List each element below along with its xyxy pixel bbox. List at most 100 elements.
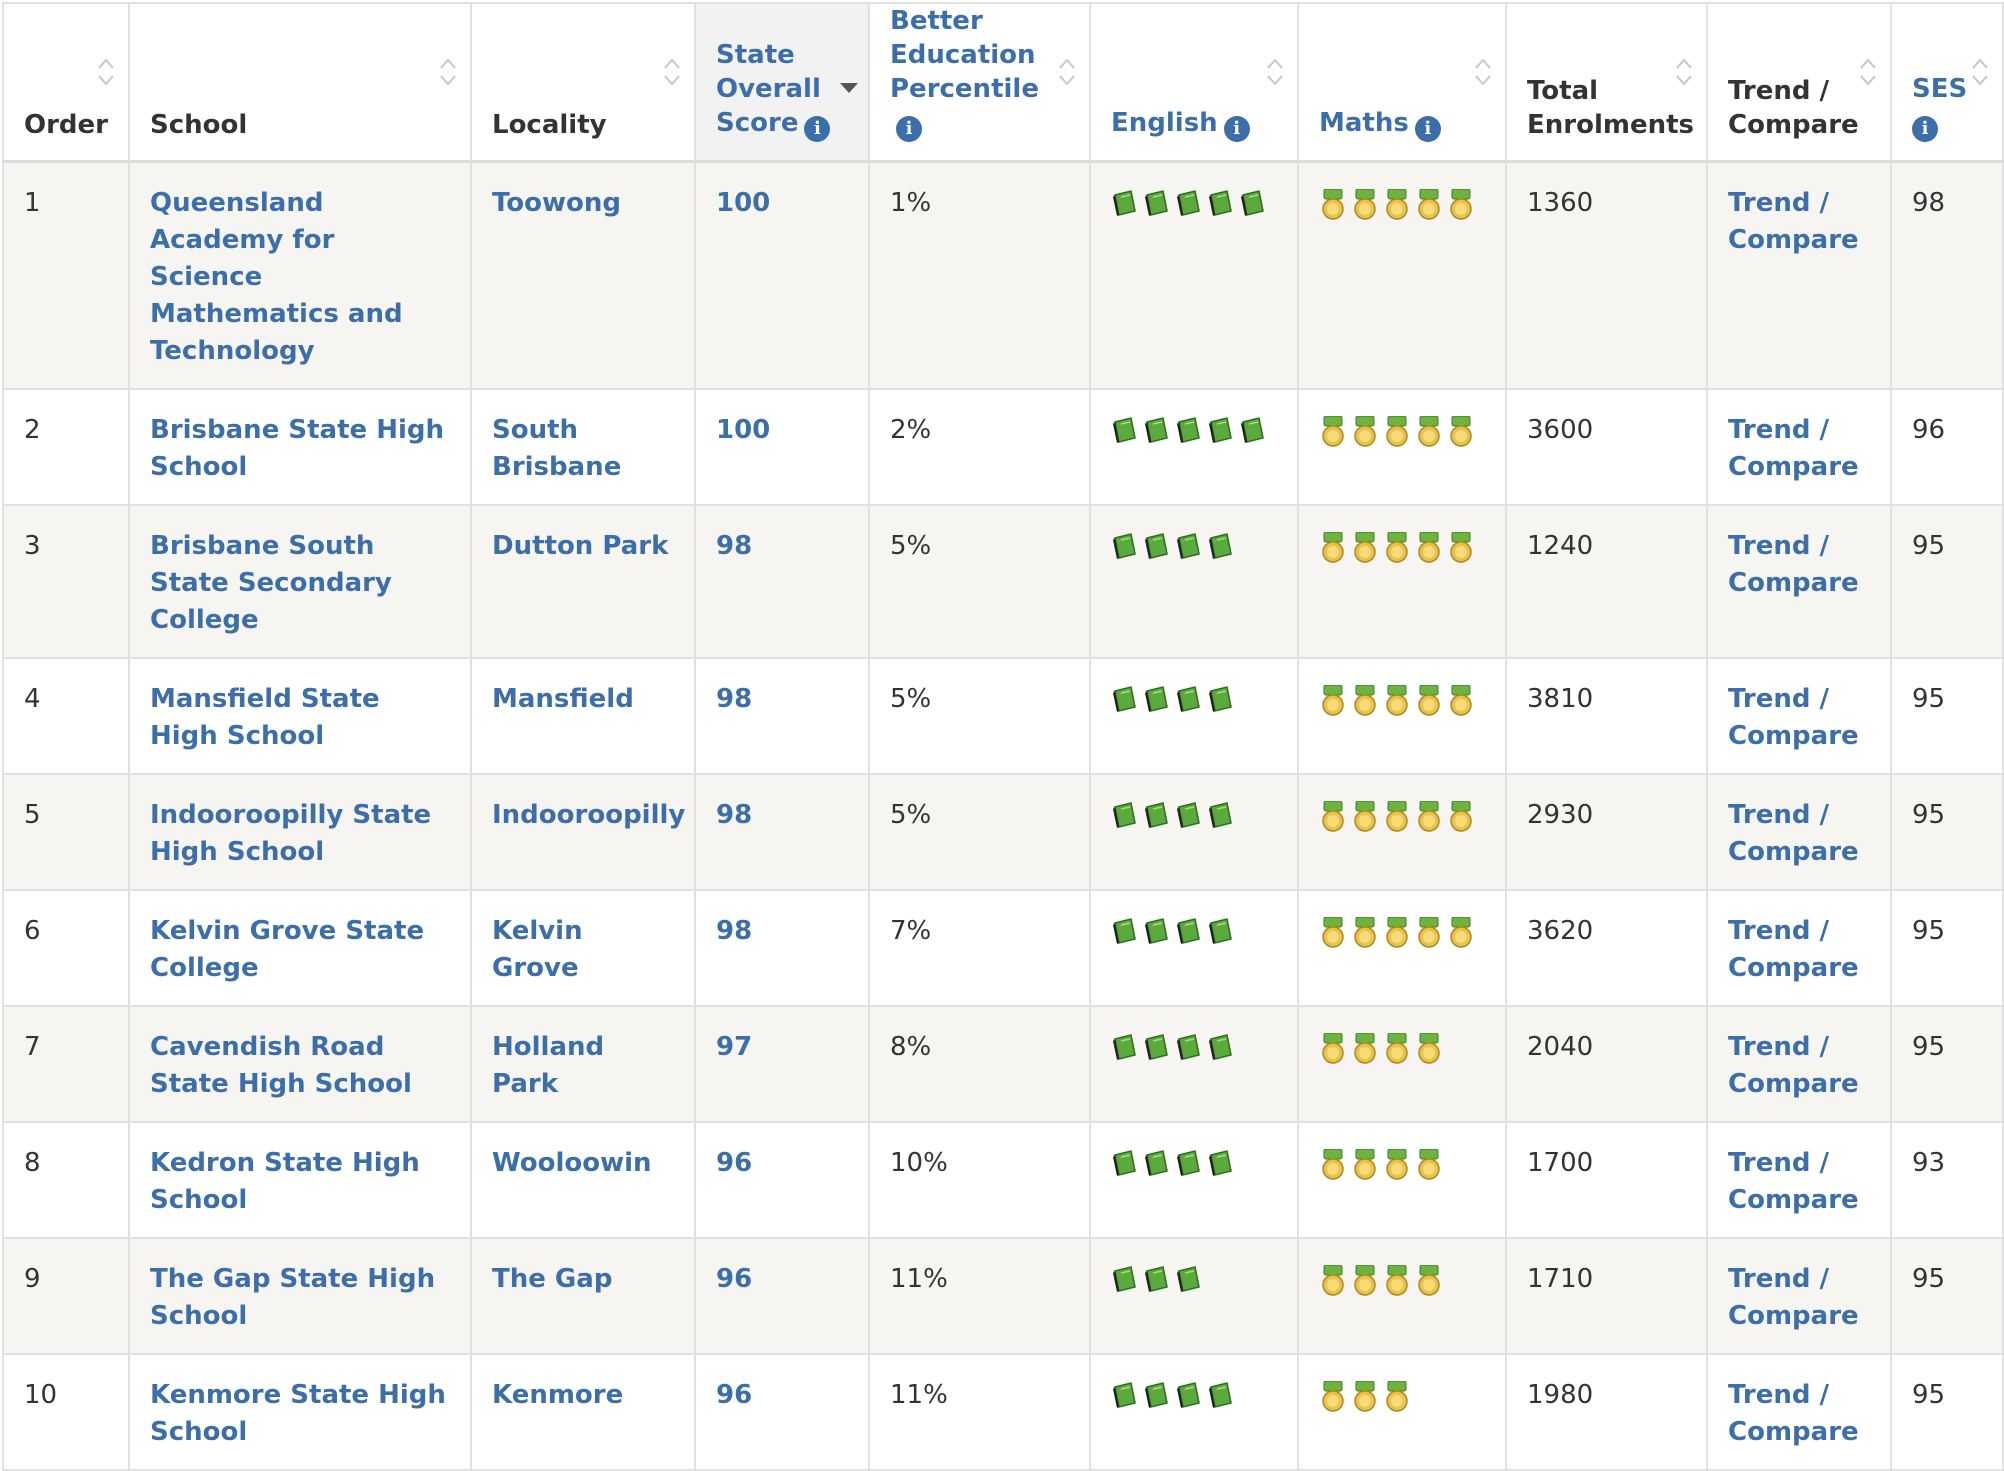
school-link[interactable]: Mansfield State High School [150, 684, 380, 751]
locality-link[interactable]: South Brisbane [492, 415, 622, 482]
english-rating [1111, 1029, 1277, 1061]
school-cell: Kedron State High School [128, 1121, 472, 1239]
school-link[interactable]: Kelvin Grove State College [150, 916, 425, 983]
book-icon [1143, 189, 1171, 217]
locality-link[interactable]: Kenmore [492, 1380, 624, 1410]
trend-compare-link[interactable]: Trend / Compare [1728, 531, 1859, 598]
header-locality-label: Locality [492, 110, 607, 140]
score-value: 98 [716, 800, 753, 830]
enrolments-cell: 2930 [1505, 773, 1708, 891]
book-icon [1175, 189, 1203, 217]
ses-cell: 95 [1890, 504, 2004, 659]
header-english-label: English [1111, 108, 1218, 138]
trend-cell: Trend / Compare [1706, 889, 1892, 1007]
header-school[interactable]: School [128, 2, 472, 163]
info-icon[interactable]: i [1414, 116, 1441, 142]
locality-link[interactable]: Holland Park [492, 1032, 605, 1099]
header-maths[interactable]: Maths i [1297, 2, 1507, 163]
enrolments-cell: 1980 [1505, 1353, 1708, 1471]
medal-icon [1447, 188, 1475, 221]
book-icon [1175, 1381, 1203, 1409]
school-link[interactable]: Kedron State High School [150, 1148, 420, 1215]
locality-cell: Indooroopilly [470, 773, 696, 891]
book-icon [1111, 917, 1139, 945]
medal-icon [1319, 1032, 1347, 1065]
school-link[interactable]: Indooroopilly State High School [150, 800, 432, 867]
header-score[interactable]: State Overall Score i [694, 2, 870, 163]
header-order[interactable]: Order [2, 2, 130, 163]
score-value: 98 [716, 684, 753, 714]
trend-compare-link[interactable]: Trend / Compare [1728, 415, 1859, 482]
medal-icon [1351, 800, 1379, 833]
maths-rating [1319, 185, 1485, 221]
school-link[interactable]: The Gap State High School [150, 1264, 436, 1331]
school-link[interactable]: Cavendish Road State High School [150, 1032, 412, 1099]
school-cell: Mansfield State High School [128, 657, 472, 775]
trend-compare-link[interactable]: Trend / Compare [1728, 188, 1859, 255]
trend-compare-link[interactable]: Trend / Compare [1728, 1032, 1859, 1099]
english-rating [1111, 1261, 1277, 1293]
locality-link[interactable]: The Gap [492, 1264, 613, 1294]
book-icon [1111, 1033, 1139, 1061]
info-icon[interactable]: i [804, 116, 831, 142]
english-rating [1111, 681, 1277, 713]
english-rating [1111, 1377, 1277, 1409]
ses-cell: 95 [1890, 657, 2004, 775]
header-locality[interactable]: Locality [470, 2, 696, 163]
trend-compare-link[interactable]: Trend / Compare [1728, 684, 1859, 751]
medal-icon [1447, 800, 1475, 833]
locality-link[interactable]: Kelvin Grove [492, 916, 583, 983]
book-icon [1143, 917, 1171, 945]
locality-link[interactable]: Mansfield [492, 684, 634, 714]
header-enrolments[interactable]: Total Enrolments [1505, 2, 1708, 163]
book-icon [1207, 189, 1235, 217]
trend-cell: Trend / Compare [1706, 504, 1892, 659]
info-icon[interactable]: i [896, 116, 922, 142]
trend-compare-link[interactable]: Trend / Compare [1728, 1264, 1859, 1331]
maths-cell [1297, 889, 1507, 1007]
locality-link[interactable]: Toowong [492, 188, 622, 218]
medal-icon [1319, 800, 1347, 833]
locality-cell: Kenmore [470, 1353, 696, 1471]
medal-icon [1447, 415, 1475, 448]
locality-link[interactable]: Indooroopilly [492, 800, 686, 830]
school-link[interactable]: Kenmore State High School [150, 1380, 446, 1447]
header-trend[interactable]: Trend / Compare [1706, 2, 1892, 163]
school-cell: Brisbane State High School [128, 388, 472, 506]
score-value: 96 [716, 1264, 753, 1294]
header-english[interactable]: English i [1089, 2, 1299, 163]
enrolments-cell: 1360 [1505, 160, 1708, 390]
enrolments-cell: 3600 [1505, 388, 1708, 506]
book-icon [1207, 1149, 1235, 1177]
medal-icon [1447, 684, 1475, 717]
school-link[interactable]: Brisbane South State Secondary College [150, 531, 392, 635]
book-icon [1207, 416, 1235, 444]
english-rating [1111, 1145, 1277, 1177]
english-cell [1089, 160, 1299, 390]
header-percentile[interactable]: Better Education Percentile i [868, 2, 1091, 163]
medal-icon [1415, 1032, 1443, 1065]
locality-link[interactable]: Wooloowin [492, 1148, 652, 1178]
trend-compare-link[interactable]: Trend / Compare [1728, 916, 1859, 983]
ses-cell: 95 [1890, 1005, 2004, 1123]
medal-icon [1351, 916, 1379, 949]
medal-icon [1383, 1032, 1411, 1065]
sort-icon [96, 56, 116, 88]
english-cell [1089, 504, 1299, 659]
school-link[interactable]: Brisbane State High School [150, 415, 444, 482]
school-link[interactable]: Queensland Academy for Science Mathemati… [150, 188, 403, 366]
book-icon [1207, 1381, 1235, 1409]
trend-compare-link[interactable]: Trend / Compare [1728, 1148, 1859, 1215]
locality-cell: Holland Park [470, 1005, 696, 1123]
locality-link[interactable]: Dutton Park [492, 531, 669, 561]
trend-compare-link[interactable]: Trend / Compare [1728, 1380, 1859, 1447]
header-trend-label: Trend / Compare [1728, 76, 1859, 140]
trend-compare-link[interactable]: Trend / Compare [1728, 800, 1859, 867]
info-icon[interactable]: i [1223, 116, 1250, 142]
header-ses[interactable]: SES i [1890, 2, 2004, 163]
medal-icon [1319, 188, 1347, 221]
info-icon[interactable]: i [1912, 116, 1938, 142]
maths-cell [1297, 1121, 1507, 1239]
score-cell: 98 [694, 504, 870, 659]
medal-icon [1351, 684, 1379, 717]
